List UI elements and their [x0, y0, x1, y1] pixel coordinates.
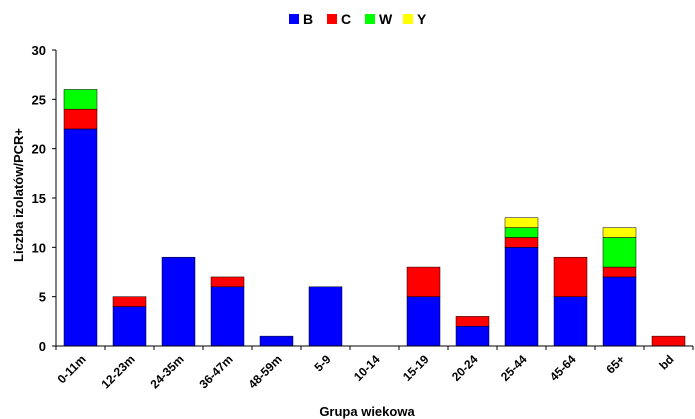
y-tick-label: 0 [39, 339, 46, 354]
bar-B-48-59m [259, 335, 294, 347]
bar-B-12-23m [112, 306, 147, 347]
y-tick-label: 25 [32, 92, 46, 107]
bar-C-15-19 [406, 266, 441, 297]
bar-B-15-19 [406, 296, 441, 347]
bar-B-45-64 [553, 296, 588, 347]
y-tick-label: 20 [32, 142, 46, 157]
bar-W-65+ [602, 237, 637, 268]
bar-B-24-35m [161, 256, 196, 347]
x-tick-label: 0-11m [55, 352, 89, 386]
x-tick-label: 45-64 [547, 352, 579, 384]
x-axis: 0-11m 12-23m 24-35m 36-47m 48-59m 5-9 10-14 15-… [55, 345, 694, 391]
bars [63, 89, 686, 347]
x-tick-label: 24-35m [147, 352, 186, 391]
bar-C-65+ [602, 266, 637, 278]
x-tick-label: 20-24 [449, 352, 481, 384]
y-tick-label: 5 [39, 290, 46, 305]
bar-W-0-11m [63, 89, 98, 110]
legend-swatch-Y [403, 14, 413, 24]
y-tick-label: 15 [32, 191, 46, 206]
legend-label-C: C [341, 11, 351, 27]
bar-B-36-47m [210, 286, 245, 347]
x-tick-label: 36-47m [196, 352, 235, 391]
x-tick-label: 5-9 [311, 352, 333, 374]
bar-C-bd [651, 335, 686, 347]
bar-B-65+ [602, 276, 637, 347]
legend-label-B: B [303, 11, 313, 27]
bar-B-20-24 [455, 326, 490, 347]
bar-W-25-44 [504, 227, 539, 238]
x-tick-label: 12-23m [98, 352, 137, 391]
y-axis-title: Liczba izolatów/PCR+ [11, 128, 26, 262]
legend-label-W: W [379, 11, 393, 27]
legend-swatch-W [365, 14, 375, 24]
bar-B-5-9 [308, 286, 343, 347]
bar-B-0-11m [63, 128, 98, 347]
legend-swatch-C [327, 14, 337, 24]
bar-C-12-23m [112, 296, 147, 307]
y-tick-label: 10 [32, 240, 46, 255]
x-tick-label: 25-44 [498, 352, 530, 384]
bar-C-36-47m [210, 276, 245, 288]
bar-Y-65+ [602, 227, 637, 238]
bar-Y-25-44 [504, 217, 539, 228]
bar-C-45-64 [553, 256, 588, 297]
bar-C-0-11m [63, 108, 98, 130]
y-axis: 0 5 10 15 20 25 30 [32, 43, 57, 354]
bar-C-20-24 [455, 316, 490, 327]
y-tick-label: 30 [32, 43, 46, 58]
x-tick-label: bd [656, 352, 676, 372]
x-tick-label: 10-14 [351, 352, 383, 384]
legend-label-Y: Y [417, 11, 427, 27]
x-tick-label: 65+ [603, 352, 627, 376]
x-tick-label: 15-19 [400, 352, 432, 384]
legend-swatch-B [289, 14, 299, 24]
x-tick-label: 48-59m [245, 352, 284, 391]
bar-B-25-44 [504, 247, 539, 347]
bar-C-25-44 [504, 237, 539, 248]
x-axis-title: Grupa wiekowa [319, 404, 415, 419]
